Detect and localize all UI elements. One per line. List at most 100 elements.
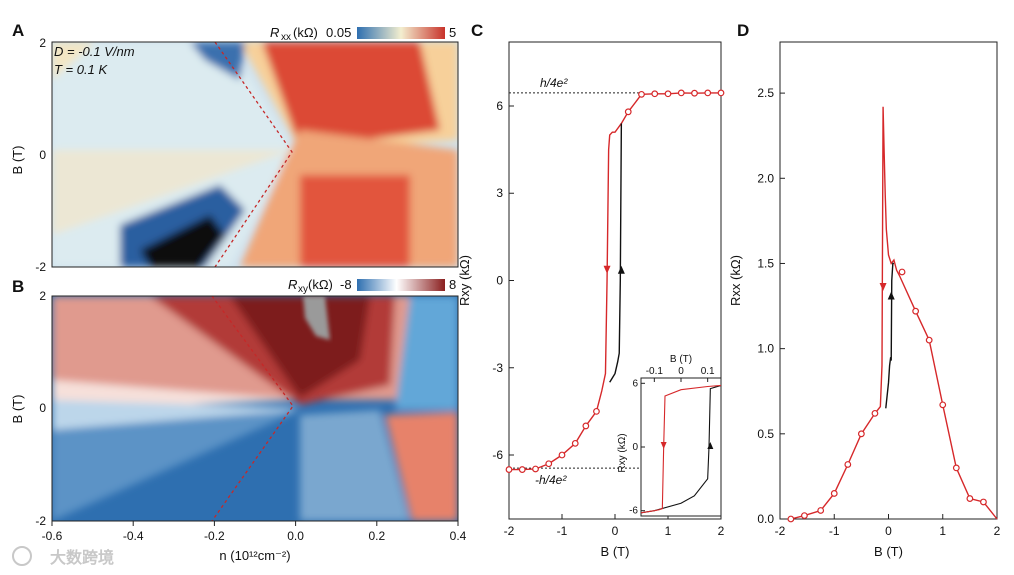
panel-d-frame — [779, 41, 998, 520]
panel-b-xtick-label: -0.2 — [204, 529, 225, 543]
panel-d-data-marker — [830, 490, 838, 497]
panel-c-inset-frame — [640, 377, 722, 517]
panel-a-annotation-d: D = -0.1 V/nm — [54, 44, 135, 59]
panel-c-ytick-label: -3 — [492, 361, 503, 375]
panel-a-ylabel: B (T) — [10, 146, 25, 175]
panel-c-data-marker — [593, 407, 600, 415]
panel-c-ytick-label: 0 — [496, 274, 503, 288]
panel-c-inset-ytick-label: -6 — [629, 506, 638, 517]
panel-b-ytick-mid: 0 — [39, 401, 46, 415]
panel-c-ytick-label: 6 — [496, 99, 503, 113]
panel-c-data-marker — [532, 465, 539, 473]
panel-b-xtick-label: 0.0 — [287, 529, 304, 543]
panel-c-inset-ytick-label: 0 — [632, 442, 638, 453]
panel-a: A R xx (kΩ) 0.05 5 — [10, 21, 459, 274]
panel-c-ytick-label: 3 — [496, 186, 503, 200]
panel-d-xtick-label: -2 — [775, 524, 786, 538]
panel-c-quantum-label: h/4e² — [540, 76, 568, 90]
panel-d-data-marker — [912, 307, 920, 315]
panel-d-data-marker — [898, 268, 906, 276]
watermark-text: 大数跨境 — [50, 548, 114, 567]
panel-c-data-marker — [651, 90, 659, 98]
panel-d-data-marker — [925, 336, 933, 344]
panel-a-colorbar-max: 5 — [449, 25, 456, 40]
panel-a-annotation-t: T = 0.1 K — [54, 62, 108, 77]
panel-c-xlabel: B (T) — [601, 544, 630, 559]
panel-d-up-arrow — [887, 291, 895, 300]
panel-c-ylabel: Rxy (kΩ) — [457, 255, 472, 306]
panel-a-ytick-top: 2 — [39, 36, 46, 50]
panel-c-inset-ylabel: Rxy (kΩ) — [617, 433, 628, 472]
panel-c-xtick-label: 0 — [612, 524, 619, 538]
panel-d-data-marker — [966, 495, 974, 502]
panel-b-colorbar-min: -8 — [340, 277, 352, 292]
panel-b-xtick-label: -0.4 — [123, 529, 144, 543]
panel-b-xtick-label: -0.6 — [42, 529, 63, 543]
panel-b-colorbar-label: R — [288, 277, 297, 292]
panel-d-xtick-label: -1 — [829, 524, 840, 538]
panel-a-colorbar-label: R — [270, 25, 279, 40]
panel-c-data-marker — [558, 451, 566, 459]
panel-c-inset-xlabel: B (T) — [670, 354, 692, 365]
panel-b-colorbar-unit: (kΩ) — [308, 277, 333, 292]
panel-c-inset-ytick-label: 6 — [632, 378, 638, 389]
panel-d-ytick-label: 2.0 — [757, 171, 774, 185]
panel-c-data-marker — [704, 89, 712, 97]
panel-b-dashed-guide — [211, 296, 294, 521]
panel-d-ytick-label: 0.5 — [757, 427, 774, 441]
panel-c-quantum-label: -h/4e² — [535, 473, 567, 487]
panel-d-ytick-label: 2.5 — [757, 86, 774, 100]
panel-c-data-marker — [571, 439, 579, 447]
panel-c-data-marker — [691, 89, 698, 97]
panel-c-data-marker — [582, 422, 590, 430]
panel-d-data-marker — [871, 409, 879, 417]
panel-c-data-marker — [505, 466, 513, 473]
panel-a-colorbar-unit: (kΩ) — [293, 25, 318, 40]
panel-d-data-marker — [817, 507, 825, 514]
panel-c-inset-down-arrow — [660, 442, 667, 449]
panel-d-data-marker — [844, 461, 852, 468]
panel-c-data-marker — [717, 89, 725, 97]
panel-d-down-arrow — [879, 283, 887, 292]
panel-c-data-marker — [624, 108, 632, 116]
panel-d-chart: -2 -1 0 1 2 0.0 0.5 1.0 1.5 2.0 2.5 B (T) Rxx (kΩ) — [728, 41, 1001, 559]
panel-d-xtick-label: 2 — [994, 524, 1001, 538]
panel-d-data-marker — [787, 515, 795, 523]
panel-d-ytick-label: 0.0 — [757, 512, 774, 526]
panel-d-ylabel: Rxx (kΩ) — [728, 255, 743, 306]
panel-c-black-trace — [609, 123, 623, 383]
panel-c-data-marker — [638, 90, 645, 98]
panel-a-heatmap — [52, 42, 458, 267]
panel-c-data-marker — [664, 90, 672, 98]
panel-d-data-marker — [952, 464, 960, 472]
panel-b-gray-region — [303, 296, 330, 340]
panel-a-dashed-guide — [214, 42, 293, 267]
panel-c-ytick-label: -6 — [492, 448, 503, 462]
panel-b-letter: B — [12, 277, 24, 296]
panel-c-data-marker — [518, 466, 526, 473]
panel-d-data-marker — [857, 430, 865, 438]
panel-d-red-trace — [790, 106, 998, 520]
panel-c-inset-xtick-label: 0.1 — [701, 366, 715, 377]
panel-b-colorbar-max: 8 — [449, 277, 456, 292]
panel-a-ytick-mid: 0 — [39, 148, 46, 162]
panel-c-up-arrow — [617, 265, 625, 274]
panel-a-colorbar-min: 0.05 — [326, 25, 351, 40]
panel-c-down-arrow — [603, 265, 611, 274]
panel-c-xtick-label: 2 — [718, 524, 725, 538]
panel-c-data-marker — [677, 89, 685, 97]
panel-c-inset-up-arrow — [707, 442, 714, 449]
panel-b-xticks: -0.6 -0.4 -0.2 0.0 0.2 0.4 — [42, 521, 467, 543]
panel-b-colorbar: R xy (kΩ) -8 8 — [288, 277, 456, 295]
panel-d: D -2 -1 0 1 2 0.0 0.5 1.0 1.5 2.0 2.5 B (T) Rxx (kΩ) — [728, 21, 1001, 559]
panel-a-colorbar-gradient — [357, 27, 445, 39]
watermark-logo-icon — [12, 546, 32, 566]
panel-b-heatmap — [52, 296, 458, 521]
panel-d-ytick-label: 1.5 — [757, 256, 774, 270]
panel-d-ytick-label: 1.0 — [757, 342, 774, 356]
panel-b-frame — [51, 295, 459, 522]
panel-d-xtick-label: 0 — [885, 524, 892, 538]
panel-d-xlabel: B (T) — [874, 544, 903, 559]
panel-c-chart: -2 -1 0 1 2 6 3 0 -3 -6 B (T) Rxy (kΩ) h/4e² -h/4e² -0… — [457, 41, 725, 559]
